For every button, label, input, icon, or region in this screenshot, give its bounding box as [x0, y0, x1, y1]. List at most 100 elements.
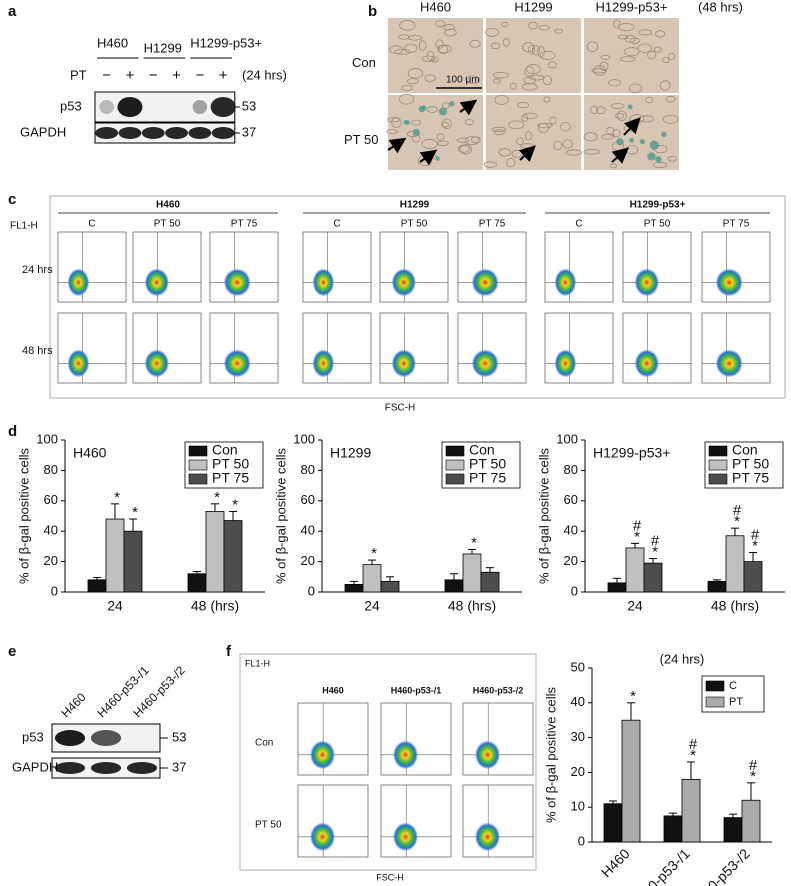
population [144, 268, 170, 297]
flow-plot [380, 784, 452, 858]
cell [398, 34, 410, 40]
stain [439, 107, 448, 116]
error-bar [486, 567, 494, 573]
band [141, 127, 165, 139]
cell [617, 34, 629, 40]
y-tick-label: 30 [571, 729, 585, 744]
cell [435, 20, 446, 28]
legend-swatch [188, 445, 208, 457]
label: + [126, 67, 135, 84]
y-tick-label: 40 [571, 694, 585, 709]
band [54, 730, 86, 746]
y-tick-label: 20 [571, 764, 585, 779]
significance-mark: * [471, 534, 477, 551]
arrow [518, 145, 536, 163]
cell [655, 30, 666, 38]
significance-mark: # [689, 736, 698, 753]
population [471, 349, 499, 378]
cell [506, 157, 516, 168]
population [634, 268, 660, 297]
cell [456, 137, 469, 143]
cell [389, 45, 403, 54]
bar [344, 584, 364, 593]
cell [614, 112, 624, 119]
cell [610, 103, 625, 109]
legend-label: Con [469, 442, 495, 458]
significance-mark: # [749, 757, 758, 774]
bar [87, 579, 107, 593]
panel-label: e [8, 643, 16, 660]
x-tick-label: H460 [598, 845, 633, 880]
arrow [459, 99, 478, 116]
significance-mark: * [630, 688, 636, 705]
label: + [219, 67, 228, 84]
population [392, 822, 419, 852]
y-tick-label: 60 [44, 492, 58, 507]
cell [565, 149, 583, 156]
flow-plot [132, 312, 202, 384]
cell [528, 45, 536, 55]
cell [586, 41, 599, 53]
label: PT 50 [344, 132, 378, 147]
cell [485, 27, 500, 37]
label: 100 µm [446, 75, 480, 86]
band [188, 127, 212, 139]
y-axis-label: % of β-gal positive cells [536, 447, 551, 584]
bar [205, 511, 225, 593]
x-tick-label: 24 [627, 598, 643, 614]
bar [105, 518, 125, 593]
cell [600, 54, 611, 60]
label: p53 [60, 98, 82, 113]
cell [521, 114, 528, 122]
y-axis-label: % of β-gal positive cells [543, 686, 558, 823]
population [554, 268, 577, 297]
panel-label: d [8, 423, 17, 440]
size-label: 53 [172, 729, 186, 744]
y-tick-label: 100 [556, 431, 578, 446]
label: H460 [58, 690, 88, 720]
y-tick-label: 40 [44, 523, 58, 538]
population [144, 349, 170, 378]
cell [441, 118, 452, 130]
cell [665, 95, 676, 103]
population [391, 349, 417, 378]
band [90, 762, 122, 774]
cell [528, 21, 538, 30]
significance-mark: # [633, 517, 642, 534]
stain [435, 156, 440, 161]
label: PT 50 [154, 219, 181, 230]
significance-mark: * [132, 504, 138, 521]
label: H460-p53-/1 [391, 685, 442, 695]
stain [418, 105, 426, 113]
label: H1299-p53+ [190, 35, 262, 50]
label: Con [255, 738, 273, 749]
cell [494, 94, 509, 105]
x-tick-label: 48 (hrs) [191, 598, 239, 614]
cell [524, 66, 535, 77]
significance-mark: # [651, 533, 660, 550]
label: 48 hrs [22, 345, 53, 357]
flow-plot [462, 784, 534, 858]
cell [509, 82, 517, 90]
y-tick-label: 20 [564, 553, 578, 568]
cell [653, 46, 662, 53]
legend-label: Con [212, 442, 238, 458]
band [54, 762, 86, 774]
arrow [623, 117, 641, 136]
population [715, 349, 743, 378]
panel-label: f [226, 643, 232, 660]
y-tick-label: 0 [51, 583, 58, 598]
error-bar [613, 577, 621, 583]
legend-swatch [188, 459, 208, 471]
significance-mark: * [690, 747, 696, 764]
label: H460 [322, 685, 344, 695]
panel-label: b [368, 3, 377, 20]
bar [223, 520, 243, 593]
cell [399, 20, 416, 31]
micrograph [486, 18, 581, 93]
population [67, 349, 90, 378]
flow-plot [622, 231, 692, 303]
error-bar [111, 503, 119, 520]
cell [398, 93, 415, 105]
